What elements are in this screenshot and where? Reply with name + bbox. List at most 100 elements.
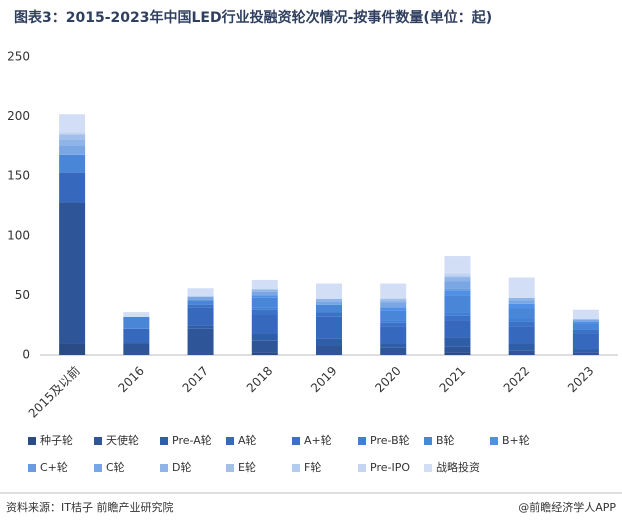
bar-segment — [316, 304, 342, 313]
x-tick-label: 2016 — [115, 364, 146, 395]
bar-segment — [572, 319, 599, 322]
bar-segment — [572, 352, 599, 355]
legend-swatch — [160, 464, 168, 472]
bar-segment — [508, 303, 535, 309]
bar-segment — [380, 300, 407, 303]
legend-swatch — [292, 437, 300, 445]
y-tick-label: 250 — [7, 50, 30, 64]
bar-segment — [444, 337, 471, 347]
legend-swatch — [358, 464, 366, 472]
x-tick-label: 2020 — [372, 364, 403, 395]
bar-segment — [59, 202, 86, 344]
bar-segment — [380, 322, 407, 327]
bar-segment — [251, 314, 278, 334]
bar-segment — [508, 343, 535, 351]
legend-swatch — [28, 437, 36, 445]
bar-segment — [123, 343, 150, 355]
chart-title: 图表3：2015-2023年中国LED行业投融资轮次情况-按事件数量(单位：起) — [14, 9, 492, 26]
legend-label: 种子轮 — [40, 433, 73, 447]
bar-segment — [444, 352, 471, 355]
x-tick-label: 2021 — [437, 364, 468, 395]
bar-segment — [187, 296, 214, 301]
legend-swatch — [226, 464, 234, 472]
legend-swatch — [94, 464, 102, 472]
legend-label: Pre-B轮 — [370, 433, 410, 447]
bar-segment — [508, 308, 535, 319]
legend-label: 天使轮 — [106, 433, 139, 447]
bar-segment — [251, 279, 278, 290]
bar-segment — [187, 288, 214, 297]
bar-segment — [444, 315, 471, 321]
bar-segment — [444, 256, 471, 273]
bar-segment — [444, 275, 471, 277]
bar-segment — [508, 318, 535, 322]
y-tick-label: 100 — [7, 228, 30, 242]
bar-segment — [59, 343, 86, 355]
bar-segment — [572, 324, 599, 330]
y-tick-label: 0 — [22, 348, 30, 362]
bar-segment — [316, 316, 342, 339]
bar-segment — [251, 297, 278, 308]
bar-segment — [380, 283, 407, 298]
bar-segment — [187, 328, 214, 355]
bar-segment — [380, 297, 407, 299]
bar-segment — [380, 347, 407, 355]
bar-segment — [572, 321, 599, 325]
bar-segment — [508, 297, 535, 301]
bar-segment — [444, 295, 471, 313]
bar-segment — [251, 340, 278, 353]
bar-segment — [123, 312, 150, 317]
legend-swatch — [226, 437, 234, 445]
bar-segment — [380, 343, 407, 348]
bar-segment — [187, 300, 214, 305]
bar-segment — [251, 333, 278, 341]
bar-segment — [187, 304, 214, 308]
bar-segment — [444, 290, 471, 296]
legend-label: E轮 — [238, 460, 256, 474]
bar-segment — [59, 132, 86, 135]
bar-segment — [572, 333, 599, 350]
bar-segment — [316, 345, 342, 355]
legend-swatch — [424, 437, 432, 445]
bar-segment — [316, 283, 342, 299]
bar-segment — [444, 277, 471, 282]
bar-segment — [508, 300, 535, 304]
legend-swatch — [292, 464, 300, 472]
y-tick-label: 50 — [15, 288, 30, 302]
bar-segment — [444, 281, 471, 289]
bar-segment — [508, 326, 535, 344]
bar-segment — [251, 295, 278, 298]
bar-segment — [444, 312, 471, 316]
legend-label: Pre-IPO — [370, 461, 410, 474]
x-tick-label: 2019 — [308, 364, 339, 395]
bar-segment — [251, 289, 278, 292]
x-tick-label: 2023 — [565, 364, 596, 395]
bar-segment — [316, 298, 342, 302]
bar-segment — [444, 320, 471, 338]
legend-label: B轮 — [436, 433, 455, 447]
bar-segment — [380, 320, 407, 323]
bar-segment — [508, 321, 535, 327]
legend-swatch — [94, 437, 102, 445]
bar-segment — [251, 309, 278, 315]
legend-swatch — [160, 437, 168, 445]
legend-label: Pre-A轮 — [172, 433, 212, 447]
legend-label: 战略投资 — [436, 460, 480, 474]
legend-swatch — [28, 464, 36, 472]
legend-swatch — [424, 464, 432, 472]
bar-segment — [508, 350, 535, 355]
bar-segment — [444, 276, 471, 278]
bar-segment — [572, 329, 599, 334]
x-tick-label: 2015及以前 — [25, 363, 83, 421]
legend-label: F轮 — [304, 460, 321, 474]
bar-segment — [380, 307, 407, 311]
legend-label: C+轮 — [40, 460, 68, 474]
bar-segment — [444, 272, 471, 276]
x-tick-label: 2017 — [180, 364, 211, 395]
bar-segment — [572, 309, 599, 320]
legend-label: C轮 — [106, 460, 125, 474]
legend-label: B+轮 — [502, 433, 530, 447]
bar-segment — [59, 139, 86, 146]
